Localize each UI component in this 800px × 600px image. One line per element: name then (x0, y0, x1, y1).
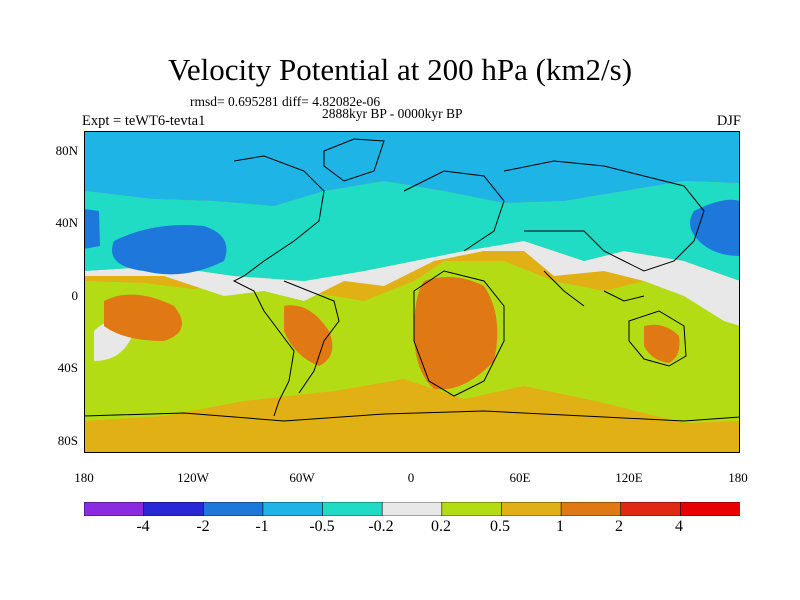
y-tick-80N: 80N (55, 143, 78, 158)
colorbar-label: 0.2 (431, 518, 451, 535)
colorbar-swatch (680, 502, 740, 516)
coastlines (84, 138, 740, 422)
colorbar-label: 2 (615, 518, 623, 535)
colorbar-label: -4 (136, 518, 150, 535)
y-tick-40N: 40N (55, 215, 78, 230)
colorbar-label: -0.2 (368, 518, 394, 535)
y-tick-40S: 40S (57, 360, 78, 375)
colorbar-label: 0.5 (490, 518, 510, 535)
x-tick-180e: 180 (728, 470, 748, 485)
field-southern-africa-peak (414, 277, 498, 390)
colorbar-swatch (84, 502, 145, 516)
map-frame (84, 131, 740, 453)
experiment-label: Expt = teWT6-tevta1 (82, 113, 206, 129)
colorbar-label: -0.5 (309, 518, 335, 535)
field-cyan-band (84, 181, 740, 281)
y-tick-0: 0 (71, 288, 79, 303)
plot-title: Velocity Potential at 200 hPa (km2/s) (167, 52, 633, 87)
x-tick-120w: 120W (177, 470, 209, 485)
colorbar-swatch (381, 502, 443, 516)
colorbar-label: -2 (196, 518, 210, 535)
colorbar-swatch (441, 502, 503, 516)
field-far-west-low (84, 209, 100, 249)
colorbar-swatch (501, 502, 562, 516)
time-period: 2888kyr BP - 0000kyr BP (322, 106, 463, 121)
field-west-pacific-low (690, 199, 740, 256)
field-green-band (84, 261, 740, 423)
field-blue-cyan-band (84, 131, 740, 206)
colorbar-swatch (202, 502, 264, 516)
colorbar-swatch (560, 502, 622, 516)
x-tick-60w: 60W (289, 470, 315, 485)
season-label: DJF (716, 113, 741, 129)
field-white-band (84, 241, 740, 326)
colorbar-swatch (262, 502, 324, 516)
field-north-pacific-low (112, 225, 227, 275)
y-tick-80S: 80S (57, 433, 78, 448)
x-tick-180w: 180 (74, 470, 94, 485)
colorbar-swatch (620, 502, 682, 516)
x-tick-60e: 60E (509, 470, 531, 485)
x-tick-120e: 120E (615, 470, 643, 485)
colorbar-label: 1 (556, 518, 564, 535)
velocity-potential-map (84, 131, 740, 453)
field-south-pacific-peak (104, 294, 182, 341)
x-tick-0: 0 (407, 470, 415, 485)
colorbar (84, 502, 740, 516)
field-australia-peak (644, 324, 680, 363)
colorbar-label: -1 (255, 518, 269, 535)
colorbar-swatch (322, 502, 383, 516)
rmsd-diff-stats: rmsd= 0.695281 diff= 4.82082e-06 (190, 94, 381, 109)
colorbar-swatch (143, 502, 205, 516)
colorbar-label: 4 (675, 518, 683, 535)
